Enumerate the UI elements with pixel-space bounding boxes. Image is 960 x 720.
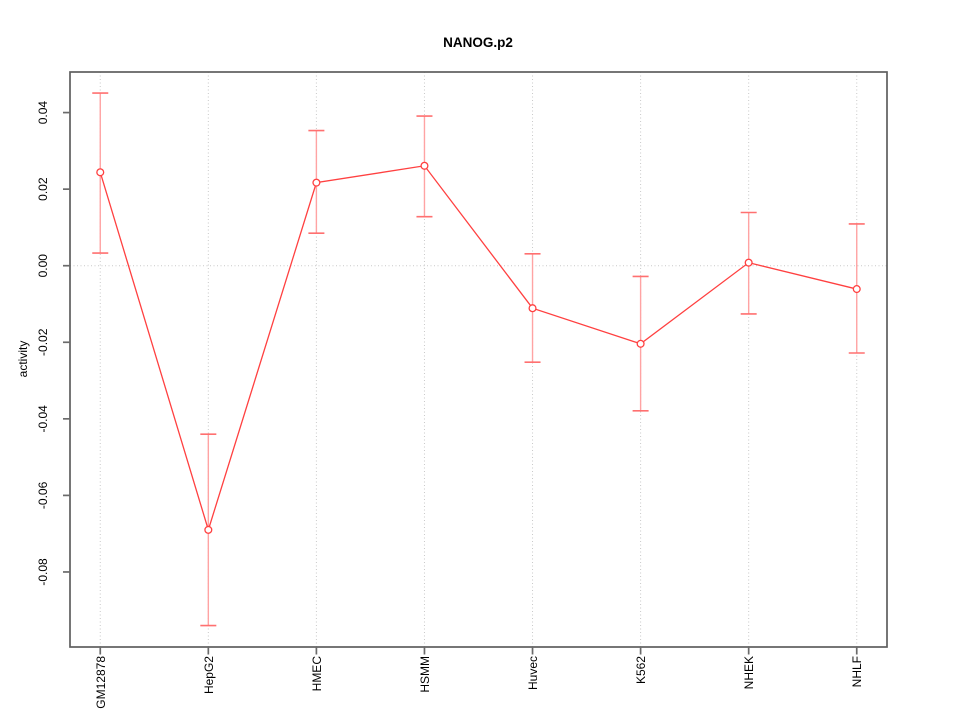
y-tick-label: 0.02 bbox=[36, 177, 50, 201]
data-point bbox=[204, 525, 213, 534]
x-tick-label: HepG2 bbox=[202, 656, 216, 694]
x-tick-label: NHLF bbox=[850, 656, 864, 687]
x-tick-label: GM12878 bbox=[94, 656, 108, 709]
x-tick-label: K562 bbox=[634, 656, 648, 684]
x-tick-label: NHEK bbox=[742, 656, 756, 689]
chart-title: NANOG.p2 bbox=[443, 35, 513, 50]
x-tick-label: HSMM bbox=[418, 656, 432, 693]
data-point bbox=[744, 258, 753, 267]
data-point bbox=[312, 178, 321, 187]
series-line bbox=[99, 165, 857, 533]
x-tick-label: HMEC bbox=[310, 656, 324, 692]
data-point bbox=[96, 168, 105, 177]
y-tick-label: -0.08 bbox=[36, 558, 50, 586]
y-tick-label: -0.06 bbox=[36, 481, 50, 509]
data-point bbox=[420, 161, 429, 170]
data-point bbox=[636, 339, 645, 348]
plot-area: 0.04 0.02 0.00 -0.02 -0.04 -0.06 -0.08 GM12878 H… bbox=[36, 71, 888, 709]
x-tick-label: Huvec bbox=[526, 656, 540, 690]
y-axis-label: activity bbox=[16, 341, 30, 378]
data-point bbox=[528, 304, 537, 313]
y-tick-label: -0.02 bbox=[36, 328, 50, 356]
plot-frame bbox=[69, 71, 888, 648]
data-point bbox=[852, 285, 861, 294]
y-tick-label: -0.04 bbox=[36, 405, 50, 433]
y-tick-label: 0.04 bbox=[36, 101, 50, 125]
y-tick-label: 0.00 bbox=[36, 254, 50, 278]
